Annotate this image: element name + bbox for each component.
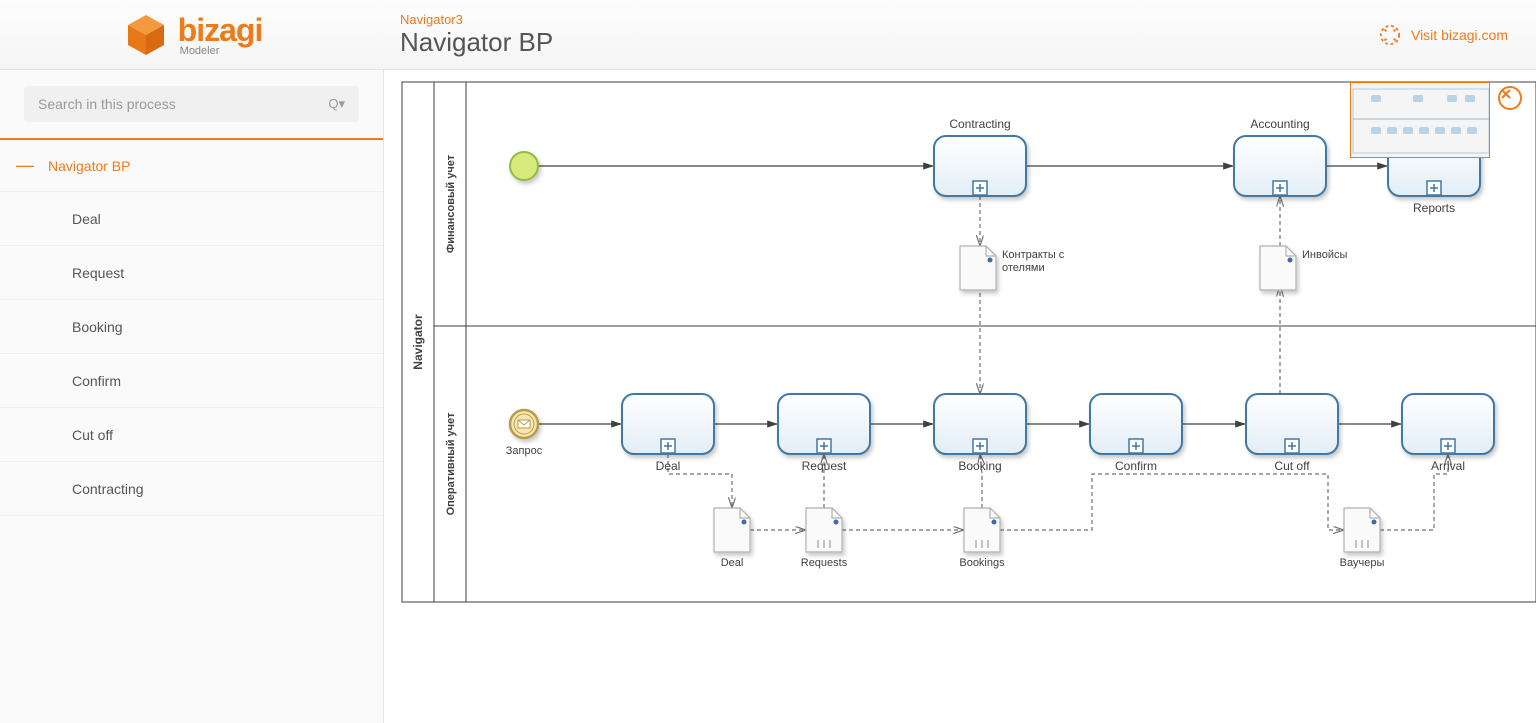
minimap[interactable] [1350, 82, 1490, 158]
svg-text:Confirm: Confirm [1115, 459, 1157, 473]
search-icon[interactable]: Q▾ [328, 96, 345, 112]
svg-text:Booking: Booking [958, 459, 1001, 473]
title-area: Navigator3 Navigator BP [384, 0, 1379, 69]
tree-item-booking[interactable]: Booking [0, 300, 383, 354]
brand-name: bizagi [178, 12, 263, 48]
logo-icon [122, 11, 170, 59]
diagram-canvas[interactable]: Navigator Финансовый учет Оперативный учет… [384, 70, 1536, 723]
tree-item-label: Booking [72, 319, 123, 335]
svg-text:Bookings: Bookings [959, 557, 1005, 569]
collapse-icon[interactable]: — [16, 155, 34, 176]
tree-item-confirm[interactable]: Confirm [0, 354, 383, 408]
tree-item-deal[interactable]: Deal [0, 192, 383, 246]
svg-text:Reports: Reports [1413, 201, 1455, 215]
svg-text:Оперативный учет: Оперативный учет [445, 412, 457, 515]
visit-area: Visit bizagi.com [1379, 0, 1536, 69]
nav-tree: — Navigator BP Deal Request Booking Confirm… [0, 138, 383, 516]
svg-text:Arrival: Arrival [1431, 459, 1465, 473]
tree-item-cut-off[interactable]: Cut off [0, 408, 383, 462]
svg-text:отелями: отелями [1002, 262, 1045, 274]
header: bizagi Modeler Navigator3 Navigator BP V… [0, 0, 1536, 70]
svg-text:Контракты с: Контракты с [1002, 249, 1065, 261]
expand-icon[interactable] [1379, 24, 1401, 46]
svg-text:Запрос: Запрос [506, 445, 543, 457]
svg-text:Deal: Deal [721, 557, 744, 569]
tree-item-contracting[interactable]: Contracting [0, 462, 383, 516]
tree-root[interactable]: — Navigator BP [0, 138, 383, 192]
svg-text:Navigator: Navigator [411, 314, 425, 370]
svg-text:Requests: Requests [801, 557, 848, 569]
visit-link[interactable]: Visit bizagi.com [1411, 27, 1508, 43]
tree-item-label: Cut off [72, 427, 113, 443]
tree-item-label: Contracting [72, 481, 144, 497]
sidebar: Q▾ — Navigator BP Deal Request Booking Conf… [0, 70, 384, 723]
svg-text:Deal: Deal [656, 459, 681, 473]
tree-item-label: Request [72, 265, 124, 281]
svg-text:Финансовый учет: Финансовый учет [445, 154, 457, 253]
svg-text:Инвойсы: Инвойсы [1302, 249, 1347, 261]
svg-text:Cut off: Cut off [1274, 459, 1310, 473]
minimap-close-button[interactable] [1498, 86, 1522, 110]
search-input[interactable] [24, 86, 359, 122]
page-title: Navigator BP [400, 27, 1363, 58]
tree-root-label: Navigator BP [48, 158, 130, 174]
svg-text:Accounting: Accounting [1250, 117, 1309, 131]
tree-item-label: Confirm [72, 373, 121, 389]
breadcrumb[interactable]: Navigator3 [400, 12, 1363, 27]
logo-area: bizagi Modeler [0, 0, 384, 69]
tree-item-label: Deal [72, 211, 101, 227]
tree-item-request[interactable]: Request [0, 246, 383, 300]
svg-text:Request: Request [802, 459, 847, 473]
svg-text:Ваучеры: Ваучеры [1340, 557, 1385, 569]
svg-text:Contracting: Contracting [949, 117, 1010, 131]
